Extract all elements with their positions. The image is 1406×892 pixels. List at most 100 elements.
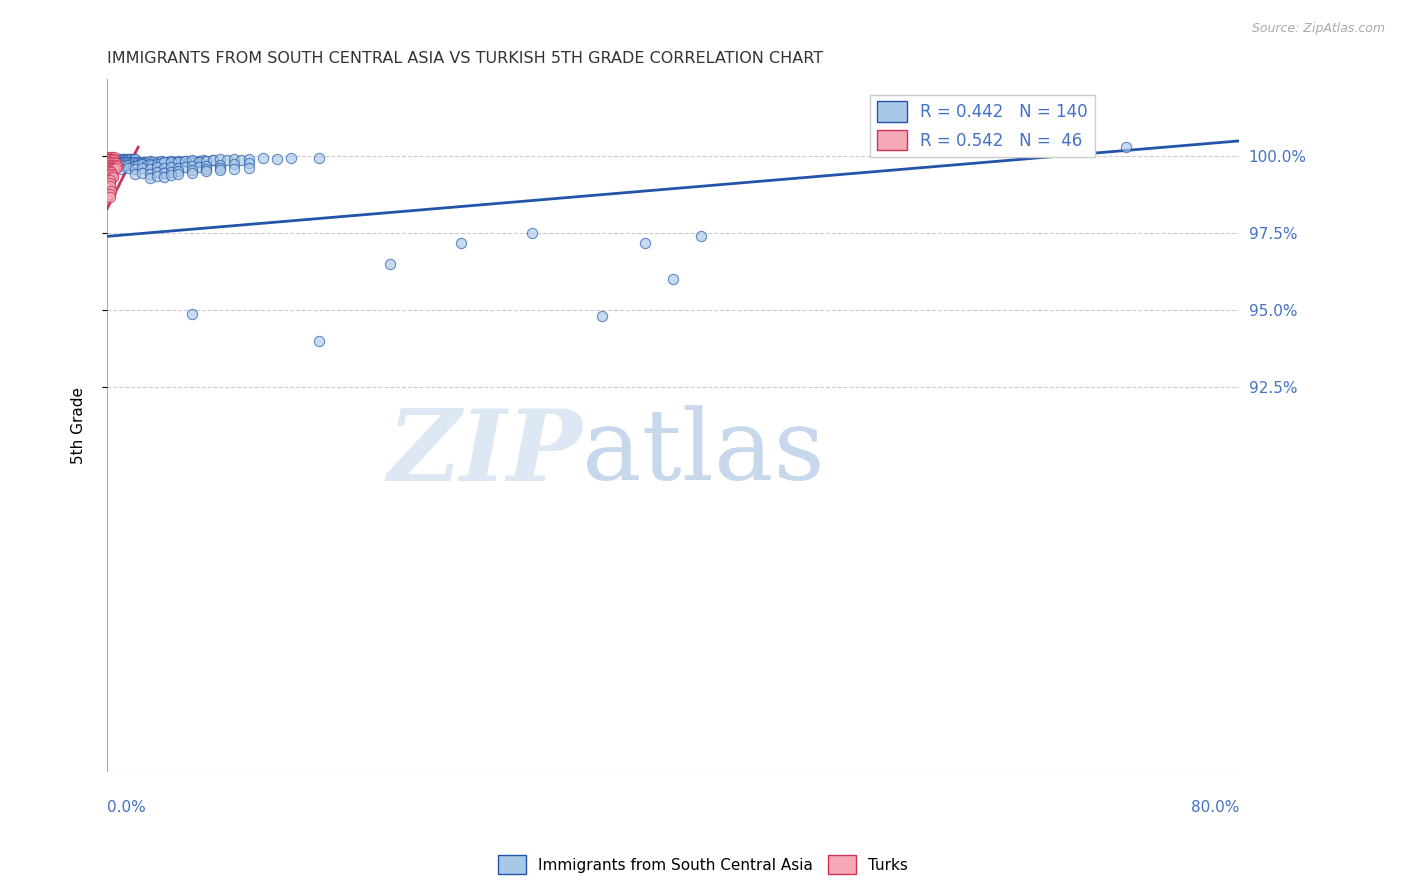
Point [173,160,195,174]
Point [104,156,127,170]
Point [97,180,120,194]
Point [266,152,288,166]
Point [166,164,188,178]
Point [115,157,138,171]
Point [131,156,153,170]
Point [97,165,120,179]
Point [100,167,122,181]
Point [202,153,225,167]
Point [114,156,136,170]
Point [131,161,153,175]
Point [238,152,260,166]
Point [209,161,232,175]
Point [110,153,132,167]
Point [101,161,124,175]
Legend: Immigrants from South Central Asia, Turks: Immigrants from South Central Asia, Turk… [492,849,914,880]
Point [129,154,152,169]
Point [100,165,122,179]
Point [134,156,156,170]
Point [103,159,125,173]
Point [117,155,139,169]
Point [520,227,543,241]
Point [181,307,204,321]
Point [117,161,139,175]
Point [105,156,128,170]
Point [111,157,134,171]
Point [188,154,211,169]
Point [100,162,122,177]
Point [195,162,218,177]
Point [166,154,188,169]
Point [152,154,174,169]
Point [238,161,260,175]
Point [378,257,401,271]
Text: 80.0%: 80.0% [1191,800,1239,814]
Point [103,150,125,164]
Point [166,161,188,175]
Point [209,152,232,166]
Point [100,150,122,164]
Point [1115,140,1137,154]
Point [114,153,136,167]
Point [152,161,174,175]
Point [100,171,122,186]
Point [112,154,135,169]
Point [98,161,121,175]
Point [195,159,218,173]
Point [152,170,174,185]
Point [101,156,124,170]
Point [224,152,246,166]
Point [104,158,127,172]
Point [97,159,120,173]
Point [159,160,181,174]
Point [124,162,146,177]
Point [188,153,211,168]
Point [110,158,132,172]
Point [224,157,246,171]
Point [308,151,330,165]
Point [138,157,160,171]
Point [217,153,239,167]
Text: 0.0%: 0.0% [107,800,146,814]
Point [101,151,124,165]
Point [634,235,657,250]
Point [121,153,143,167]
Point [145,154,167,169]
Point [145,165,167,179]
Point [145,160,167,174]
Point [110,162,132,177]
Point [131,157,153,171]
Point [105,159,128,173]
Point [108,155,131,169]
Point [193,153,215,167]
Point [166,153,188,168]
Point [128,156,150,170]
Point [97,178,120,192]
Point [135,154,157,169]
Point [179,154,201,169]
Point [115,152,138,166]
Point [98,156,121,170]
Point [450,235,472,250]
Point [104,153,127,167]
Point [159,165,181,179]
Point [100,184,122,198]
Point [98,158,121,172]
Point [120,153,142,167]
Point [124,159,146,173]
Point [135,158,157,172]
Point [107,157,129,171]
Point [181,153,204,167]
Point [98,190,121,204]
Point [138,153,160,168]
Point [252,151,274,165]
Point [98,153,121,167]
Point [662,272,685,286]
Point [121,155,143,169]
Point [181,166,204,180]
Point [169,154,191,169]
Point [112,159,135,173]
Point [111,152,134,166]
Point [149,153,172,168]
Point [98,164,121,178]
